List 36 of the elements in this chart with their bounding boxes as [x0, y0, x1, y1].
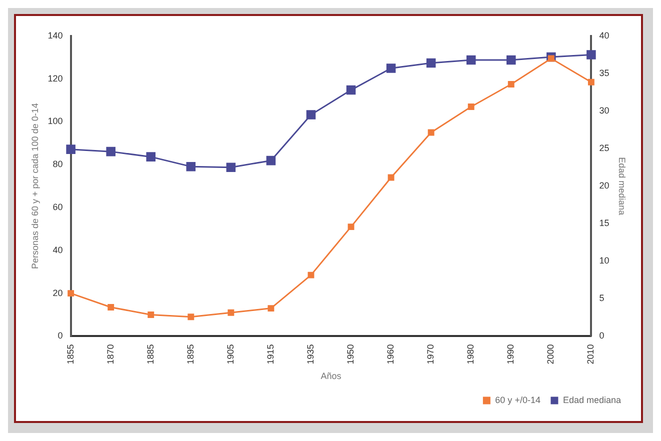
x-tick-label: 2000	[546, 344, 556, 364]
y2-tick-label: 35	[599, 68, 610, 78]
x-tick-label: 1970	[426, 344, 436, 364]
y2-tick-label: 15	[599, 218, 610, 228]
x-tick-label: 1990	[506, 344, 516, 364]
x-tick-label: 1905	[225, 344, 236, 364]
y2-tick-label: 25	[599, 143, 610, 154]
legend-label: 60 y +/0-14	[495, 394, 540, 405]
x-tick-label: 1915	[265, 344, 276, 364]
y2-tick-label: 10	[599, 256, 610, 266]
y2-tick-label: 40	[599, 30, 610, 40]
x-tick-label: 1960	[386, 344, 396, 364]
x-tick-label: 1885	[145, 344, 156, 364]
y2-tick-label: 20	[599, 180, 610, 191]
y-tick-label: 120	[48, 73, 63, 84]
y2-tick-label: 5	[599, 293, 604, 304]
y-tick-label: 60	[52, 202, 63, 212]
y-tick-label: 20	[52, 288, 63, 298]
y-axis-title: Personas de 60 y + por cada 100 de 0-14	[30, 103, 40, 270]
y-tick-label: 80	[52, 159, 63, 170]
x-tick-label: 1895	[185, 344, 196, 364]
y-tick-label: 140	[48, 30, 63, 40]
x-tick-label: 1870	[105, 344, 116, 364]
y-tick-label: 100	[48, 116, 63, 126]
y2-tick-label: 0	[599, 330, 604, 341]
x-tick-label: 2010	[586, 344, 596, 364]
x-tick-label: 1980	[466, 344, 476, 364]
y2-tick-label: 30	[599, 106, 610, 116]
x-axis-title: Años	[320, 371, 342, 382]
x-tick-label: 1935	[305, 344, 316, 364]
y-tick-label: 0	[58, 330, 63, 341]
x-tick-label: 1855	[65, 344, 76, 364]
y-tick-label: 40	[52, 244, 63, 255]
x-tick-label: 1950	[346, 344, 356, 364]
legend-label: Edad mediana	[562, 394, 622, 405]
y2-axis-title: Edad mediana	[617, 157, 628, 216]
